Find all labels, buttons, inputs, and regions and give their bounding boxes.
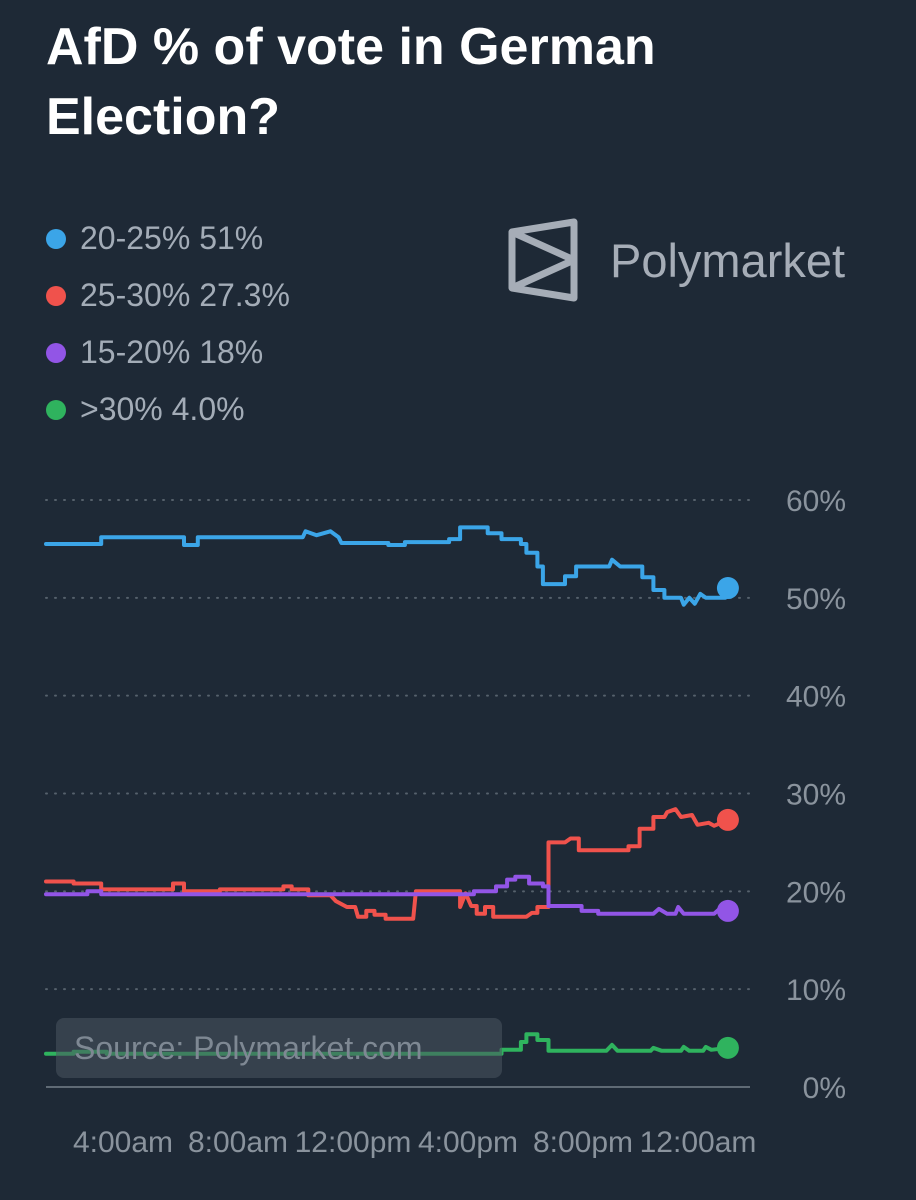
legend-dot-over-30 (46, 399, 66, 420)
legend-dot-25-30 (46, 285, 66, 306)
x-tick-label: 12:00pm (295, 1126, 412, 1159)
legend-value-25-30: 27.3% (199, 277, 290, 313)
source-text: Source: Polymarket.com (74, 1029, 423, 1066)
legend-label-over-30: >30% (80, 391, 163, 427)
x-axis: 4:00am 8:00am 12:00pm 4:00pm 8:00pm 12:00am (73, 1126, 756, 1159)
y-tick-label: 20% (786, 876, 846, 909)
legend-label-25-30: 25-30% (80, 277, 191, 313)
legend-item-25-30: 25-30% 27.3% (46, 267, 290, 324)
y-tick-label: 50% (786, 583, 846, 616)
legend-value-over-30: 4.0% (171, 391, 245, 427)
source-watermark: Source: Polymarket.com (56, 1018, 502, 1078)
chart-grid (45, 499, 751, 1088)
series-end-point (716, 1036, 739, 1059)
series-line (44, 807, 730, 921)
legend-value-15-20: 18% (199, 334, 264, 370)
legend-dot-15-20 (46, 342, 66, 363)
legend-label-20-25: 20-25% (80, 220, 191, 256)
series-end-point (716, 577, 739, 600)
legend-label-15-20: 15-20% (80, 334, 191, 370)
series-end-point (716, 808, 739, 831)
series-line (44, 525, 730, 607)
y-tick-label: 10% (786, 974, 846, 1007)
legend-item-20-25: 20-25% 51% (46, 210, 290, 267)
x-tick-label: 8:00pm (533, 1126, 633, 1159)
y-tick-label: 40% (786, 681, 846, 714)
legend-value-20-25: 51% (199, 220, 264, 256)
page-title: AfD % of vote in German Election? (46, 18, 656, 146)
chart-legend: 20-25% 51% 25-30% 27.3% 15-20% 18% >30% … (46, 210, 290, 438)
x-tick-label: 4:00pm (418, 1126, 518, 1159)
series-end-point (716, 899, 739, 922)
y-tick-label: 30% (786, 779, 846, 812)
series-line (44, 874, 730, 916)
y-tick-label: 60% (786, 485, 846, 518)
y-tick-label: 0% (803, 1072, 846, 1105)
legend-dot-20-25 (46, 228, 66, 249)
brand-name: Polymarket (610, 233, 846, 287)
polymarket-brand: Polymarket (506, 218, 845, 302)
legend-item-15-20: 15-20% 18% (46, 324, 290, 381)
x-tick-label: 8:00am (188, 1126, 288, 1159)
x-tick-label: 12:00am (640, 1126, 757, 1159)
legend-item-over-30: >30% 4.0% (46, 381, 290, 438)
y-axis: 0% 10% 20% 30% 40% 50% 60% (786, 485, 846, 1105)
chart-series (44, 525, 739, 1059)
polymarket-logo-icon (508, 218, 578, 302)
x-tick-label: 4:00am (73, 1126, 173, 1159)
